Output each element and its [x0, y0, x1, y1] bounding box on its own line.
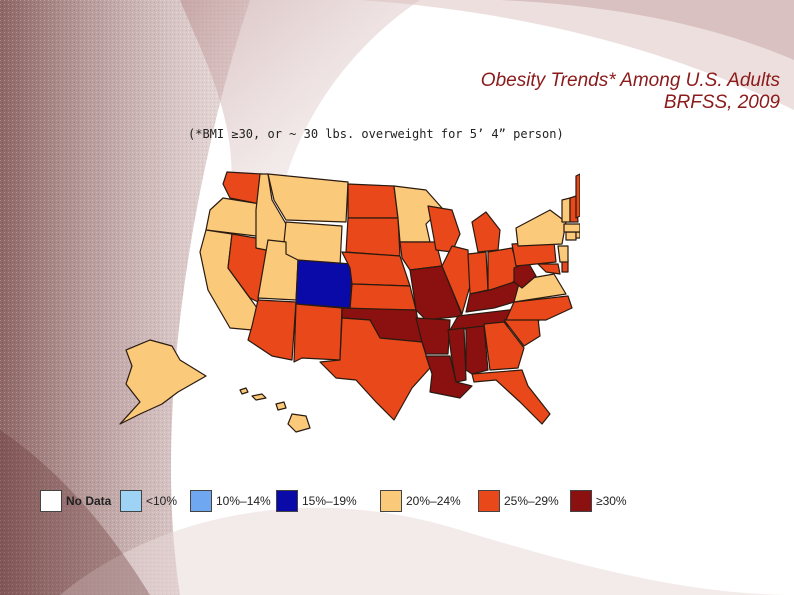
state-maryland — [537, 263, 561, 275]
legend-item-gte30: ≥30% — [570, 488, 627, 514]
state-kansas — [349, 283, 417, 311]
legend-swatch — [570, 490, 592, 512]
legend-item-25-29: 25%–29% — [478, 488, 559, 514]
legend-label: 25%–29% — [504, 494, 559, 508]
title-line-1: Obesity Trends* Among U.S. Adults — [480, 70, 780, 91]
state-hawaii — [239, 387, 311, 433]
legend-label: 20%–24% — [406, 494, 461, 508]
map-title: Obesity Trends* Among U.S. Adults BRFSS,… — [481, 70, 780, 114]
state-louisiana — [425, 355, 473, 399]
state-arkansas — [415, 317, 451, 355]
legend-item-15-19: 15%–19% — [276, 488, 357, 514]
title-line-2: BRFSS, 2009 — [663, 92, 780, 113]
state-michigan — [471, 211, 501, 253]
legend-swatch — [380, 490, 402, 512]
state-new-york — [515, 209, 567, 247]
state-indiana — [467, 251, 489, 295]
state-oregon — [205, 197, 261, 237]
state-montana — [267, 173, 349, 223]
state-north-carolina — [505, 295, 573, 321]
legend-swatch — [478, 490, 500, 512]
legend-label: 15%–19% — [302, 494, 357, 508]
state-alaska — [119, 339, 207, 425]
state-mississippi — [447, 327, 467, 383]
us-obesity-map — [119, 171, 580, 433]
state-south-dakota — [345, 217, 401, 257]
state-new-jersey — [557, 245, 569, 263]
legend: No Data <10% 10%–14% 15%–19% 20%–24% 25%–29% ≥… — [40, 488, 680, 514]
legend-item-10-14: 10%–14% — [190, 488, 271, 514]
state-colorado — [295, 259, 353, 309]
state-georgia — [483, 321, 525, 371]
legend-swatch — [276, 490, 298, 512]
legend-swatch — [40, 490, 62, 512]
legend-label: <10% — [146, 494, 178, 508]
map-subtitle: (*BMI ≥30, or ~ 30 lbs. overweight for 5… — [188, 127, 564, 141]
state-minnesota — [393, 185, 443, 243]
legend-swatch — [120, 490, 142, 512]
state-alabama — [465, 325, 489, 375]
state-nebraska — [341, 251, 411, 287]
legend-label: No Data — [66, 494, 112, 508]
state-florida — [471, 369, 551, 425]
state-illinois — [441, 245, 471, 315]
legend-swatch — [190, 490, 212, 512]
state-rhode-island — [575, 231, 580, 239]
state-texas — [319, 317, 431, 421]
legend-label: 10%–14% — [216, 494, 271, 508]
state-new-mexico — [293, 303, 343, 363]
state-north-dakota — [347, 183, 399, 219]
legend-item-no-data: No Data — [40, 488, 111, 514]
state-vermont — [561, 197, 571, 223]
state-connecticut — [565, 231, 577, 241]
state-maine — [575, 173, 580, 219]
state-wisconsin — [427, 205, 461, 253]
state-massachusetts — [563, 223, 580, 233]
legend-item-lt10: <10% — [120, 488, 177, 514]
legend-item-20-24: 20%–24% — [380, 488, 461, 514]
legend-label: ≥30% — [596, 494, 627, 508]
